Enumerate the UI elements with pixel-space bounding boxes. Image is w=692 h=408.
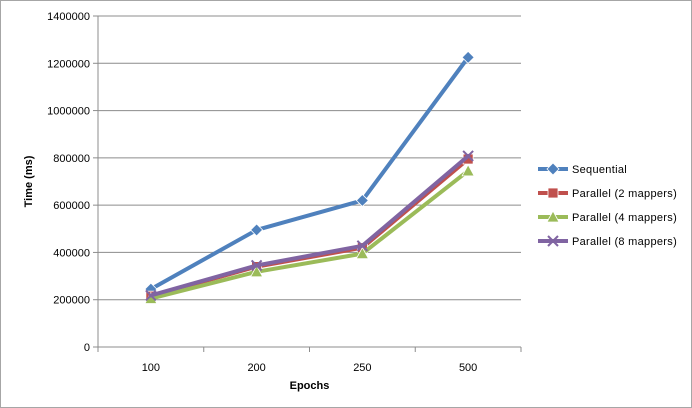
x-tick-label: 500 <box>459 362 477 374</box>
y-tick-label: 1000000 <box>47 106 90 118</box>
legend-marker <box>546 162 560 176</box>
series-4-group <box>145 150 474 302</box>
series-1-point <box>461 50 475 64</box>
series-3-line <box>148 168 471 301</box>
series-1-point <box>250 223 264 237</box>
legend: Sequential Parallel (2 mappers) Parallel (… <box>538 162 677 248</box>
y-axis-ticks: 0 200000 400000 600000 800000 1000000 1200000 1… <box>47 11 98 354</box>
x-axis-ticks: 100 200 250 500 <box>97 347 522 374</box>
legend-item: Parallel (4 mappers) <box>538 210 677 224</box>
legend-label: Parallel (8 mappers) <box>572 236 677 248</box>
legend-marker <box>547 235 559 247</box>
legend-marker <box>546 210 560 223</box>
series-4-point <box>462 150 474 162</box>
x-axis-label: Epochs <box>290 380 330 392</box>
y-tick-label: 200000 <box>53 295 90 307</box>
y-tick-label: 1200000 <box>47 58 90 70</box>
x-tick-label: 250 <box>353 362 371 374</box>
series-4-point <box>145 289 157 302</box>
series-1-point <box>355 193 369 207</box>
series-3-group <box>144 164 475 304</box>
series-2-group <box>145 153 474 302</box>
series-1-line <box>148 55 471 292</box>
y-tick-label: 600000 <box>53 200 90 212</box>
legend-item: Sequential <box>538 162 627 176</box>
series-3-point <box>249 264 264 278</box>
legend-item: Parallel (8 mappers) <box>538 235 677 248</box>
legend-item: Parallel (2 mappers) <box>538 187 677 200</box>
series-lines <box>144 50 475 304</box>
y-tick-label: 0 <box>84 342 90 354</box>
y-axis-label: Time (ms) <box>23 155 35 207</box>
x-tick-label: 100 <box>142 362 160 374</box>
series-3-point <box>355 246 370 260</box>
y-tick-label: 800000 <box>53 153 90 165</box>
legend-label: Sequential <box>572 164 627 176</box>
series-4-line <box>148 153 471 298</box>
series-3-point <box>461 164 475 177</box>
series-4-point <box>356 240 369 252</box>
legend-marker <box>547 187 559 199</box>
series-4-point <box>250 259 263 272</box>
legend-label: Parallel (4 mappers) <box>572 212 677 224</box>
y-tick-label: 1400000 <box>47 11 90 23</box>
series-2-line <box>148 157 471 299</box>
y-tick-label: 400000 <box>53 247 90 259</box>
gridlines <box>98 15 521 301</box>
legend-label: Parallel (2 mappers) <box>572 188 677 200</box>
x-tick-label: 200 <box>247 362 265 374</box>
